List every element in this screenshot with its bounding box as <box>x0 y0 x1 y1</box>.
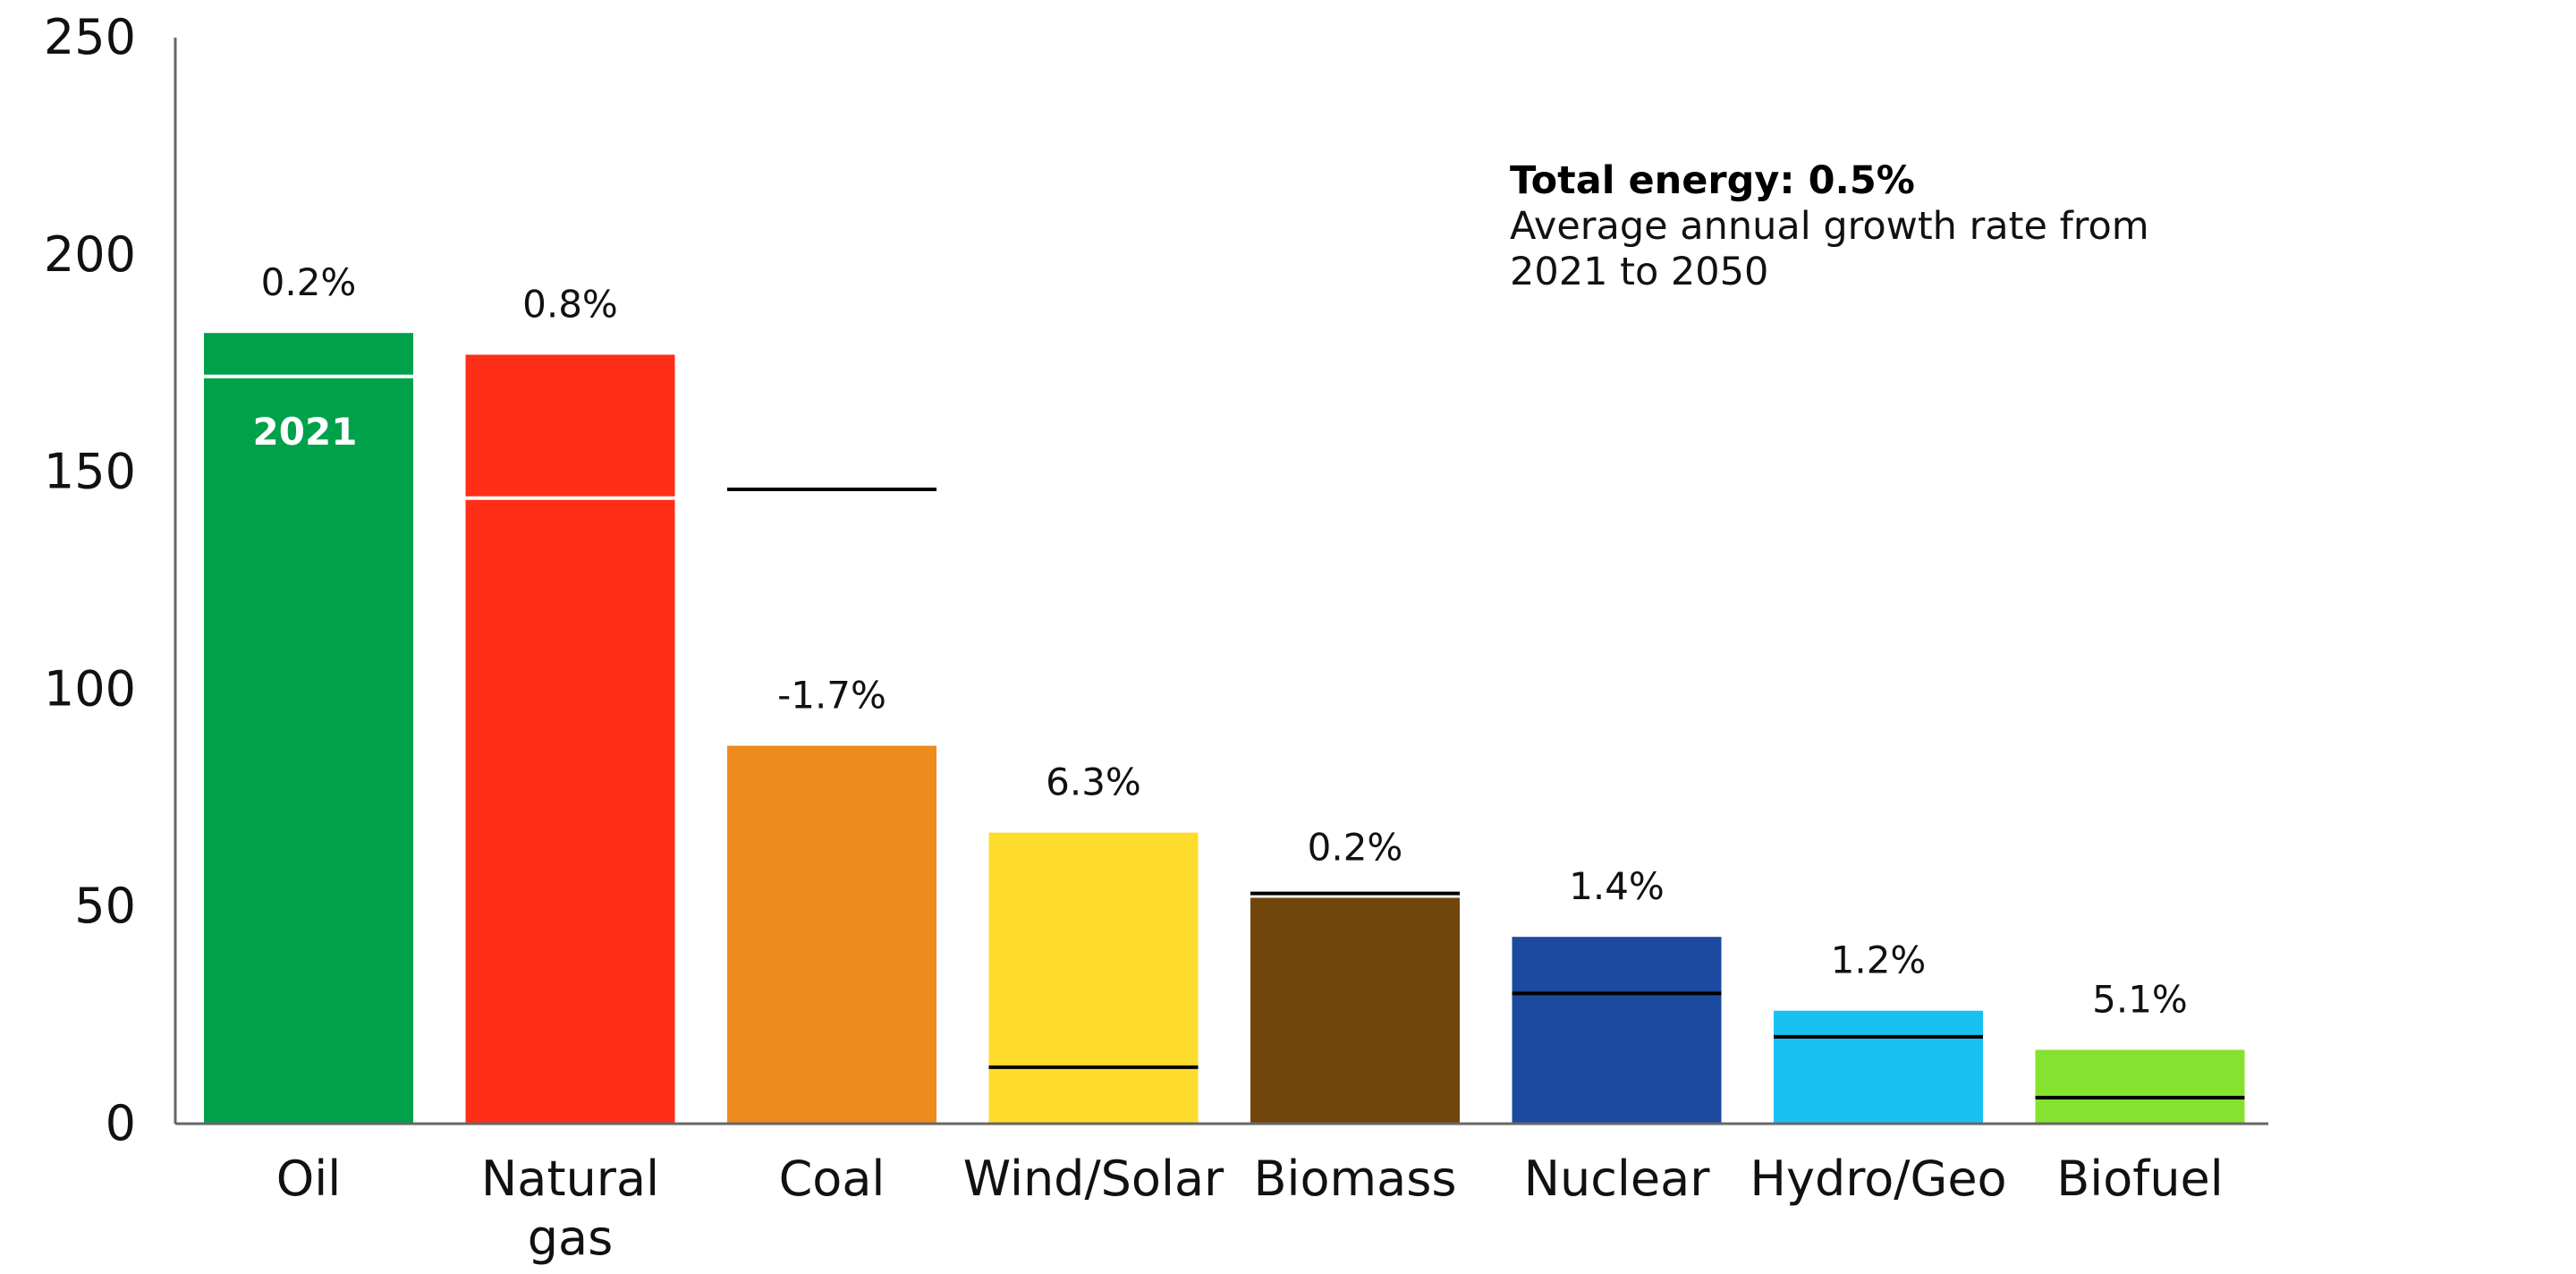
x-category-label: Oil <box>276 1151 342 1207</box>
x-category-label: Wind/Solar <box>963 1151 1224 1207</box>
marker-2021-label: 2021 <box>253 410 358 454</box>
y-tick-label: 50 <box>74 878 136 934</box>
growth-rate-label: -1.7% <box>777 674 886 718</box>
x-category-label: Coal <box>779 1151 886 1207</box>
growth-rate-label: 5.1% <box>2092 977 2188 1021</box>
annotation-line-2: 2021 to 2050 <box>1510 250 1768 294</box>
x-category-label: Biofuel <box>2056 1151 2224 1207</box>
y-tick-label: 150 <box>44 444 136 500</box>
bar <box>1512 937 1722 1124</box>
growth-rate-label: 6.3% <box>1046 760 1141 804</box>
x-category-label: Nuclear <box>1524 1151 1711 1207</box>
bar <box>1774 1010 1983 1124</box>
bar <box>1250 897 1460 1124</box>
y-tick-label: 0 <box>106 1095 136 1151</box>
axes <box>174 38 2268 1125</box>
bar <box>204 333 413 1124</box>
y-tick-label: 250 <box>44 9 136 65</box>
x-category-label: Biomass <box>1253 1151 1456 1207</box>
bar <box>465 354 675 1124</box>
y-axis-ticks: 0 50 100 150 200 250 <box>44 9 136 1151</box>
growth-rate-label: 0.8% <box>522 282 618 326</box>
bar <box>2035 1049 2245 1124</box>
total-energy-annotation: Total energy: 0.5% Average annual growth… <box>1510 158 2149 294</box>
bar <box>988 832 1199 1124</box>
y-tick-label: 200 <box>44 226 136 283</box>
growth-rate-label: 0.2% <box>261 260 357 304</box>
y-tick-label: 100 <box>44 660 136 717</box>
x-category-label: Natural <box>481 1151 659 1207</box>
growth-rate-label: 0.2% <box>1308 825 1403 869</box>
growth-rate-label: 1.4% <box>1569 864 1665 908</box>
bar <box>727 745 936 1124</box>
annotation-line-1: Average annual growth rate from <box>1510 204 2149 249</box>
x-category-label: gas <box>528 1210 614 1266</box>
annotation-title: Total energy: 0.5% <box>1510 158 1915 203</box>
growth-rate-label: 1.2% <box>1831 939 1927 982</box>
x-category-label: Hydro/Geo <box>1750 1151 2006 1207</box>
